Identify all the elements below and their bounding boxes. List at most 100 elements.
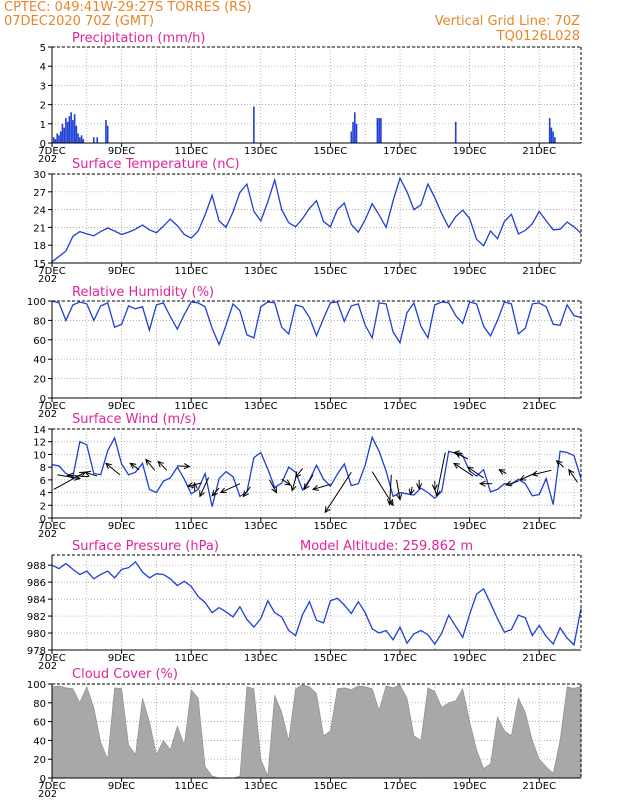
wind-arrow-head <box>157 460 164 468</box>
pressure-annotation: Model Altitude: 259.862 m <box>300 539 473 554</box>
cloud-ytick-label: 20 <box>33 755 46 766</box>
wind-arrow-head <box>271 486 278 494</box>
wind-arrow-shaft <box>220 483 241 494</box>
wind-arrow-shaft <box>295 468 303 478</box>
precip-xtick-label: 21DEC <box>522 146 556 157</box>
wind-arrow-head <box>555 460 563 467</box>
precip-bar <box>58 135 60 143</box>
wind-arrow <box>129 462 140 471</box>
rh-title: Relative Humidity (%) <box>72 285 214 300</box>
wind-arrow <box>324 471 352 514</box>
precip-xtick-label: 7DEC <box>38 146 65 157</box>
wind-arrow-shaft <box>211 487 220 497</box>
wind-ytick-label: 12 <box>33 438 46 449</box>
wind-arrow-head <box>66 472 74 479</box>
wind-arrow <box>466 466 484 479</box>
wind-arrow <box>219 483 241 494</box>
precip-bar <box>80 135 83 143</box>
wind-arrow <box>555 460 564 468</box>
wind-arrow-head <box>396 493 403 501</box>
pressure-ytick-label: 986 <box>27 578 46 589</box>
wind-arrow-shaft <box>409 486 413 495</box>
pressure-series-line <box>51 560 582 647</box>
temp-year-stub: 202 <box>38 274 57 285</box>
temp-xtick-label: 19DEC <box>453 266 487 277</box>
wind-arrow <box>269 479 278 494</box>
rh-ytick-label: 60 <box>33 336 46 347</box>
wind-arrow-shaft <box>568 469 578 483</box>
wind-arrow-head <box>434 489 441 497</box>
wind-arrow-head <box>199 490 205 498</box>
precip-bar <box>77 133 79 143</box>
wind-arrow-head <box>505 480 513 487</box>
wind-arrow-head <box>211 489 218 497</box>
cloud-xtick-label: 15DEC <box>314 781 348 792</box>
wind-arrow-head <box>242 490 249 498</box>
precip-xtick-label: 9DEC <box>108 146 135 157</box>
wind-arrow-shaft <box>312 483 331 490</box>
wind-arrow <box>177 463 191 470</box>
header-station: CPTEC: 049:41W-29:27S TORRES (RS) <box>4 0 252 15</box>
wind-arrow-head <box>453 462 460 469</box>
wind-arrow-head <box>191 481 198 489</box>
wind-title: Surface Wind (m/s) <box>72 412 196 427</box>
pressure-ytick-label: 984 <box>27 595 46 606</box>
wind-xtick-label: 13DEC <box>244 521 278 532</box>
wind-arrow-head <box>311 485 320 491</box>
precip-bar <box>554 137 556 143</box>
rh-ytick-label: 20 <box>33 375 46 386</box>
wind-arrow-shaft <box>67 474 89 478</box>
wind-arrow <box>242 486 251 498</box>
wind-arrow-shaft <box>324 471 352 513</box>
wind-ytick-label: 0 <box>40 514 46 525</box>
cloud-ytick-label: 40 <box>33 736 46 747</box>
wind-arrow <box>294 468 303 479</box>
wind-arrow-shaft <box>455 452 469 460</box>
wind-arrow <box>211 487 220 497</box>
wind-arrow <box>83 470 98 477</box>
wind-xtick-label: 19DEC <box>453 521 487 532</box>
wind-arrow <box>431 481 438 492</box>
cloud-xtick-label: 13DEC <box>244 781 278 792</box>
wind-arrow-shaft <box>199 477 210 497</box>
rh-xtick-label: 21DEC <box>522 401 556 412</box>
wind-arrow <box>498 469 507 475</box>
precip-panel: 0 1 2 3 4 5 7DEC 9DEC 11DEC 13DEC 15DEC 17DEC 19DEC 2… <box>38 31 582 165</box>
temp-ytick-label: 21 <box>33 223 46 234</box>
precip-ytick-label: 0 <box>40 139 46 150</box>
wind-arrow <box>66 472 89 479</box>
precip-bar <box>79 137 81 143</box>
pressure-ytick-label: 978 <box>27 646 46 657</box>
pressure-xtick-label: 21DEC <box>522 653 556 664</box>
wind-ytick-label: 6 <box>40 476 46 487</box>
rh-panel: 0 20 40 60 80 100 7DEC 9DEC 11DEC 13DEC 15DEC 17DEC… <box>27 285 582 420</box>
precip-bar <box>353 112 356 143</box>
wind-xtick-label: 9DEC <box>108 521 135 532</box>
wind-xtick-label: 17DEC <box>383 521 417 532</box>
wind-arrow <box>386 474 393 506</box>
wind-series-line <box>51 435 582 507</box>
temp-ytick-label: 27 <box>33 188 46 199</box>
header-grid-line: Vertical Grid Line: 70Z <box>435 14 580 29</box>
wind-arrow <box>416 479 423 490</box>
precip-xtick-label: 13DEC <box>244 146 278 157</box>
precip-year-stub: 202 <box>38 154 57 165</box>
precip-bar <box>350 131 353 143</box>
wind-arrow-head <box>303 483 310 491</box>
precip-bar <box>65 118 67 143</box>
wind-arrow-shaft <box>396 479 401 500</box>
precip-bar <box>253 106 255 143</box>
precip-bar <box>378 118 380 143</box>
wind-arrow-head <box>290 484 297 492</box>
wind-arrow-head <box>105 462 112 469</box>
precip-bar <box>70 112 72 143</box>
wind-arrow-shaft <box>269 479 277 493</box>
cloud-ytick-label: 100 <box>27 680 46 691</box>
wind-ytick-label: 2 <box>40 501 46 512</box>
wind-arrow <box>311 483 331 491</box>
cloud-title: Cloud Cover (%) <box>72 667 178 682</box>
header-model: TQ0126L028 <box>496 29 580 44</box>
wind-arrow <box>478 480 493 487</box>
wind-arrow <box>157 460 168 471</box>
temp-ytick-label: 18 <box>33 241 46 252</box>
